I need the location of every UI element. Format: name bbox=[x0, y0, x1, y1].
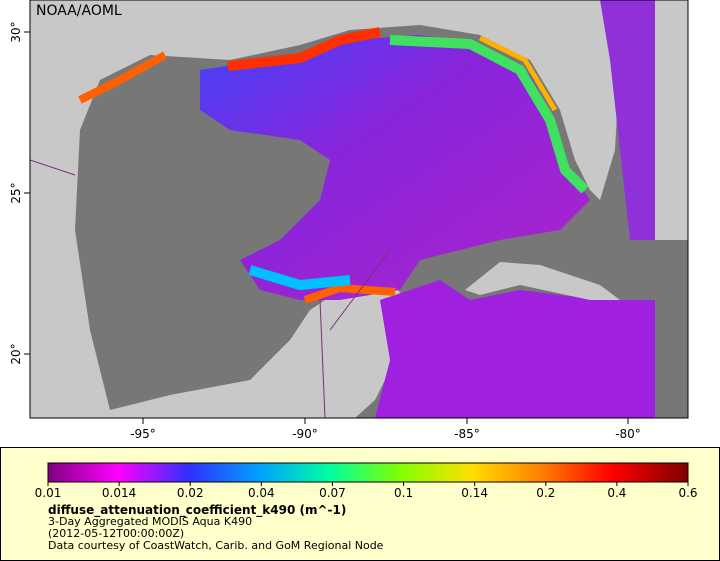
lon-label: -85° bbox=[454, 427, 480, 441]
colorbar-label: 0.014 bbox=[102, 486, 136, 500]
lon-label: -80° bbox=[615, 427, 641, 441]
lat-label: 25° bbox=[9, 182, 23, 203]
data-coverage bbox=[200, 35, 590, 300]
map-frame bbox=[29, 0, 689, 419]
lat-label: 20° bbox=[9, 343, 23, 364]
colorbar-label: 0.02 bbox=[177, 486, 204, 500]
coastal-mid bbox=[248, 265, 351, 291]
island bbox=[465, 262, 620, 300]
legend-line: (2012-05-12T00:00:00Z) bbox=[48, 527, 184, 540]
colorbar bbox=[47, 462, 689, 483]
data-coverage bbox=[375, 280, 655, 418]
colorbar-label: 0.04 bbox=[248, 486, 275, 500]
credit: NOAA/AOML bbox=[36, 3, 122, 19]
lon-label: -90° bbox=[292, 427, 318, 441]
legend-line: Data courtesy of CoastWatch, Carib. and … bbox=[48, 539, 384, 552]
coastal-high bbox=[227, 27, 381, 71]
coastal-high bbox=[303, 283, 396, 304]
coastal-mid bbox=[478, 35, 558, 112]
colorbar-label: 0.14 bbox=[461, 486, 488, 500]
legend-line: 3-Day Aggregated MODIS Aqua K490 bbox=[48, 515, 252, 528]
colorbar-label: 0.01 bbox=[35, 486, 62, 500]
map-area bbox=[30, 0, 688, 418]
borders bbox=[30, 159, 391, 418]
lat-label: 30° bbox=[9, 21, 23, 42]
colorbar-label: 0.2 bbox=[536, 486, 555, 500]
data-coverage bbox=[600, 0, 655, 240]
coastal-mid bbox=[389, 35, 589, 194]
colorbar-label: 0.1 bbox=[394, 486, 413, 500]
lon-label: -95° bbox=[130, 427, 156, 441]
colorbar-label: 0.07 bbox=[319, 486, 346, 500]
colorbar-label: 0.4 bbox=[607, 486, 626, 500]
variable-name: diffuse_attenuation_coefficient_k490 (m^… bbox=[48, 503, 346, 518]
coastal-high bbox=[78, 51, 167, 104]
colorbar-label: 0.6 bbox=[678, 486, 697, 500]
